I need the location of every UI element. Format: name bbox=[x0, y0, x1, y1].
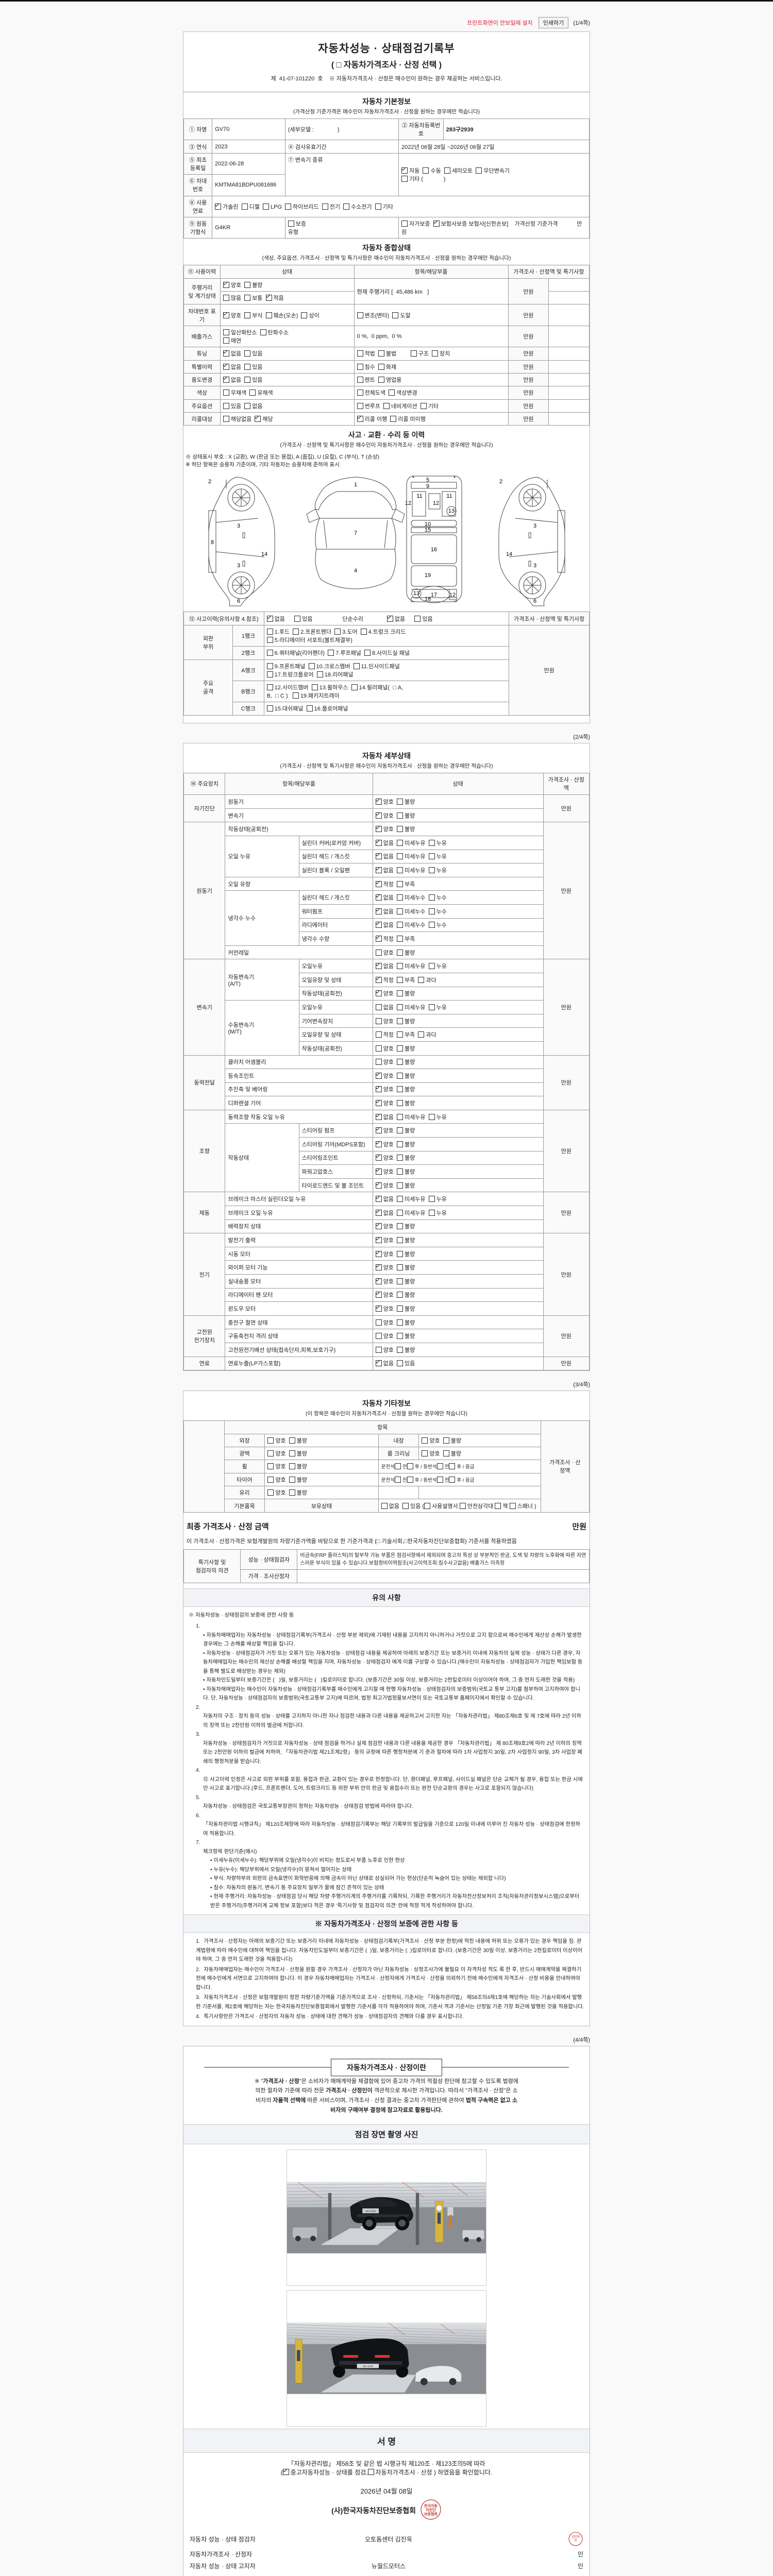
svg-text:11: 11 bbox=[446, 493, 452, 499]
svg-text:7: 7 bbox=[354, 530, 357, 536]
svg-text:2: 2 bbox=[208, 479, 211, 485]
svg-text:16: 16 bbox=[431, 547, 437, 553]
svg-text:9: 9 bbox=[426, 483, 429, 489]
svg-text:15: 15 bbox=[425, 527, 431, 533]
svg-text:8: 8 bbox=[211, 539, 214, 546]
svg-text:인: 인 bbox=[574, 2539, 577, 2543]
svg-text:13: 13 bbox=[448, 508, 455, 514]
svg-text:6: 6 bbox=[533, 598, 536, 604]
svg-text:12: 12 bbox=[433, 500, 439, 506]
svg-text:14: 14 bbox=[261, 551, 267, 557]
svg-text:19: 19 bbox=[425, 572, 431, 579]
svg-text:3: 3 bbox=[533, 563, 536, 569]
svg-text:11: 11 bbox=[416, 493, 422, 499]
svg-text:5: 5 bbox=[426, 477, 429, 483]
svg-text:17: 17 bbox=[431, 592, 437, 598]
svg-text:보증협회: 보증협회 bbox=[424, 2512, 438, 2516]
svg-text:12: 12 bbox=[449, 592, 456, 598]
svg-text:13: 13 bbox=[413, 590, 419, 597]
svg-text:3: 3 bbox=[237, 523, 240, 529]
svg-text:3: 3 bbox=[533, 523, 536, 529]
svg-text:6: 6 bbox=[237, 598, 240, 604]
svg-text:2: 2 bbox=[499, 479, 502, 485]
svg-text:한국자동: 한국자동 bbox=[424, 2503, 438, 2508]
svg-text:3: 3 bbox=[237, 563, 240, 569]
svg-text:283 2939: 283 2939 bbox=[365, 2210, 376, 2213]
svg-text:283 2939: 283 2939 bbox=[363, 2365, 373, 2368]
svg-text:1: 1 bbox=[354, 482, 357, 488]
svg-text:12: 12 bbox=[405, 500, 411, 506]
svg-text:김진욱: 김진욱 bbox=[572, 2535, 580, 2539]
svg-text:14: 14 bbox=[506, 551, 512, 557]
svg-text:차진단: 차진단 bbox=[426, 2507, 436, 2512]
svg-text:18: 18 bbox=[425, 596, 431, 602]
svg-text:4: 4 bbox=[354, 568, 357, 574]
